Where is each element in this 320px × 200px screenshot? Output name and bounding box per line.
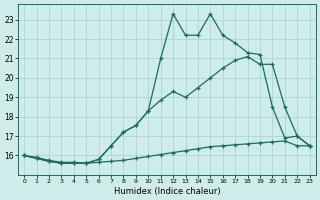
X-axis label: Humidex (Indice chaleur): Humidex (Indice chaleur) bbox=[114, 187, 220, 196]
